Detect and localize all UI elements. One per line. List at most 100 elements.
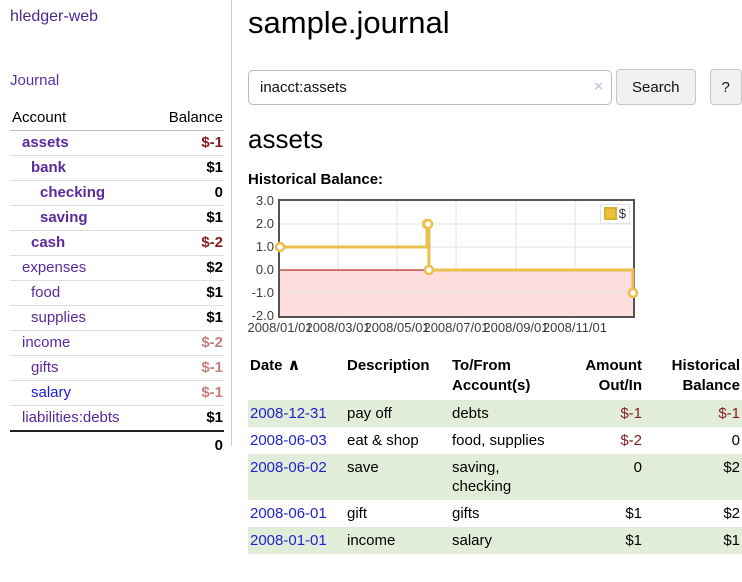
chart-y-axis-labels: 3.0 2.0 1.0 0.0 -1.0 -2.0 [248,193,274,323]
transaction-description: eat & shop [347,432,419,449]
transaction-accounts: debts [452,405,489,422]
account-balance: $1 [150,155,224,181]
y-axis-tick-label: 1.0 [255,239,274,254]
account-link-saving[interactable]: saving [40,209,88,226]
account-balance: 0 [150,180,224,206]
transaction-accounts: saving, checking [452,459,512,495]
account-link-assets[interactable]: assets [22,134,69,151]
transaction-accounts: food, supplies [452,432,545,449]
transaction-balance: $-1 [718,405,740,422]
accounts-header-balance: Balance [150,106,224,131]
search-box: × [248,69,612,105]
account-link-bank[interactable]: bank [31,159,67,176]
register-row: 2008-06-03 eat & shop food, supplies $-2 0 [248,427,742,454]
transaction-amount: $1 [625,505,642,522]
register-header-accounts: To/From Account(s) [452,357,531,394]
account-row: gifts $-1 [10,355,224,381]
clear-search-icon[interactable]: × [594,77,603,95]
y-axis-tick-label: 3.0 [255,193,274,208]
legend-series-swatch-icon [603,207,617,220]
account-balance: $-2 [150,230,224,256]
transaction-accounts: gifts [452,505,480,522]
x-axis-tick-label: 2008/03/01 [305,320,371,335]
sidebar: hledger-web Journal Account Balance asse… [0,0,232,458]
main-content: sample.journal × Search ? assets Histori… [247,0,742,554]
chart-data-point [423,264,435,276]
chart-data-point [422,218,434,230]
transaction-date-link[interactable]: 2008-01-01 [250,532,327,549]
chart-canvas [274,201,639,316]
legend-series-label: $ [618,206,626,221]
register-row: 2008-06-01 gift gifts $1 $2 [248,500,742,527]
register-header-balance: Historical Balance [671,357,740,394]
help-button[interactable]: ? [709,69,742,105]
chart-x-axis-labels: 2008/01/01 2008/03/01 2008/05/01 2008/07/01… [247,320,742,337]
page-title: sample.journal [248,5,450,40]
search-input[interactable] [248,69,612,105]
account-heading: assets [248,124,324,154]
transaction-date-link[interactable]: 2008-06-02 [250,459,327,476]
transaction-accounts: salary [452,532,493,549]
account-link-liabilities-debts[interactable]: liabilities:debts [22,409,120,426]
register-header-date[interactable]: Date ∧ [248,353,345,400]
y-axis-tick-label: 0.0 [255,262,274,277]
accounts-table: Account Balance assets $-1 bank $1 checking 0… [10,106,224,458]
account-row: cash $-2 [10,230,224,256]
account-row: salary $-1 [10,380,224,406]
y-axis-tick-label: 2.0 [255,216,274,231]
register-header-row: Date ∧ Description To/From Account(s) Amo… [248,353,742,400]
account-row: expenses $2 [10,255,224,281]
search-button[interactable]: Search [616,69,696,105]
register-header-amount: Amount Out/In [585,357,642,394]
transaction-description: save [347,459,379,476]
account-link-income[interactable]: income [22,334,71,351]
transaction-amount: $-2 [620,432,642,449]
account-link-salary[interactable]: salary [31,384,72,401]
search-bar: × Search ? [248,69,742,105]
account-link-gifts[interactable]: gifts [31,359,59,376]
transaction-description: gift [347,505,368,522]
transaction-balance: $2 [723,459,740,476]
sidebar-item-journal[interactable]: Journal [10,72,60,89]
account-link-expenses[interactable]: expenses [22,259,87,276]
register-header-description: Description [347,357,430,374]
account-row: saving $1 [10,205,224,231]
transaction-description: pay off [347,405,392,422]
account-row: income $-2 [10,330,224,356]
account-balance: $1 [150,305,224,331]
account-link-food[interactable]: food [31,284,61,301]
x-axis-tick-label: 2008/11/01 [542,320,608,335]
x-axis-tick-label: 2008/01/01 [247,320,313,335]
account-link-cash[interactable]: cash [31,234,66,251]
accounts-header-account: Account [10,106,151,131]
transaction-date-link[interactable]: 2008-06-01 [250,505,327,522]
account-row: checking 0 [10,180,224,206]
account-row: supplies $1 [10,305,224,331]
account-link-supplies[interactable]: supplies [31,309,87,326]
x-axis-tick-label: 2008/09/01 [483,320,549,335]
y-axis-tick-label: -2.0 [251,308,274,323]
transaction-balance: $1 [723,532,740,549]
transaction-description: income [347,532,396,549]
account-balance: $1 [150,280,224,306]
historical-balance-chart: 3.0 2.0 1.0 0.0 -1.0 -2.0 $ 2008/01/01 2008/03… [247,193,742,337]
account-balance: $-2 [150,330,224,356]
transaction-date-link[interactable]: 2008-06-03 [250,432,327,449]
register-row: 2008-12-31 pay off debts $-1 $-1 [248,400,742,427]
account-balance: $2 [150,255,224,281]
account-row: assets $-1 [10,130,224,156]
register-row: 2008-06-02 save saving, checking 0 $2 [248,454,742,500]
account-link-checking[interactable]: checking [40,184,106,201]
account-balance: $1 [150,205,224,231]
transaction-date-link[interactable]: 2008-12-31 [250,405,327,422]
accounts-header-row: Account Balance [10,106,224,131]
chart-data-point [274,241,286,253]
chart-data-point [627,287,639,299]
y-axis-tick-label: -1.0 [251,285,274,300]
chart-legend: $ [599,204,630,224]
app-brand-link[interactable]: hledger-web [10,8,99,25]
account-balance: $1 [150,405,224,432]
account-row: liabilities:debts $1 [10,405,224,432]
account-row: bank $1 [10,155,224,181]
account-balance: $-1 [150,355,224,381]
